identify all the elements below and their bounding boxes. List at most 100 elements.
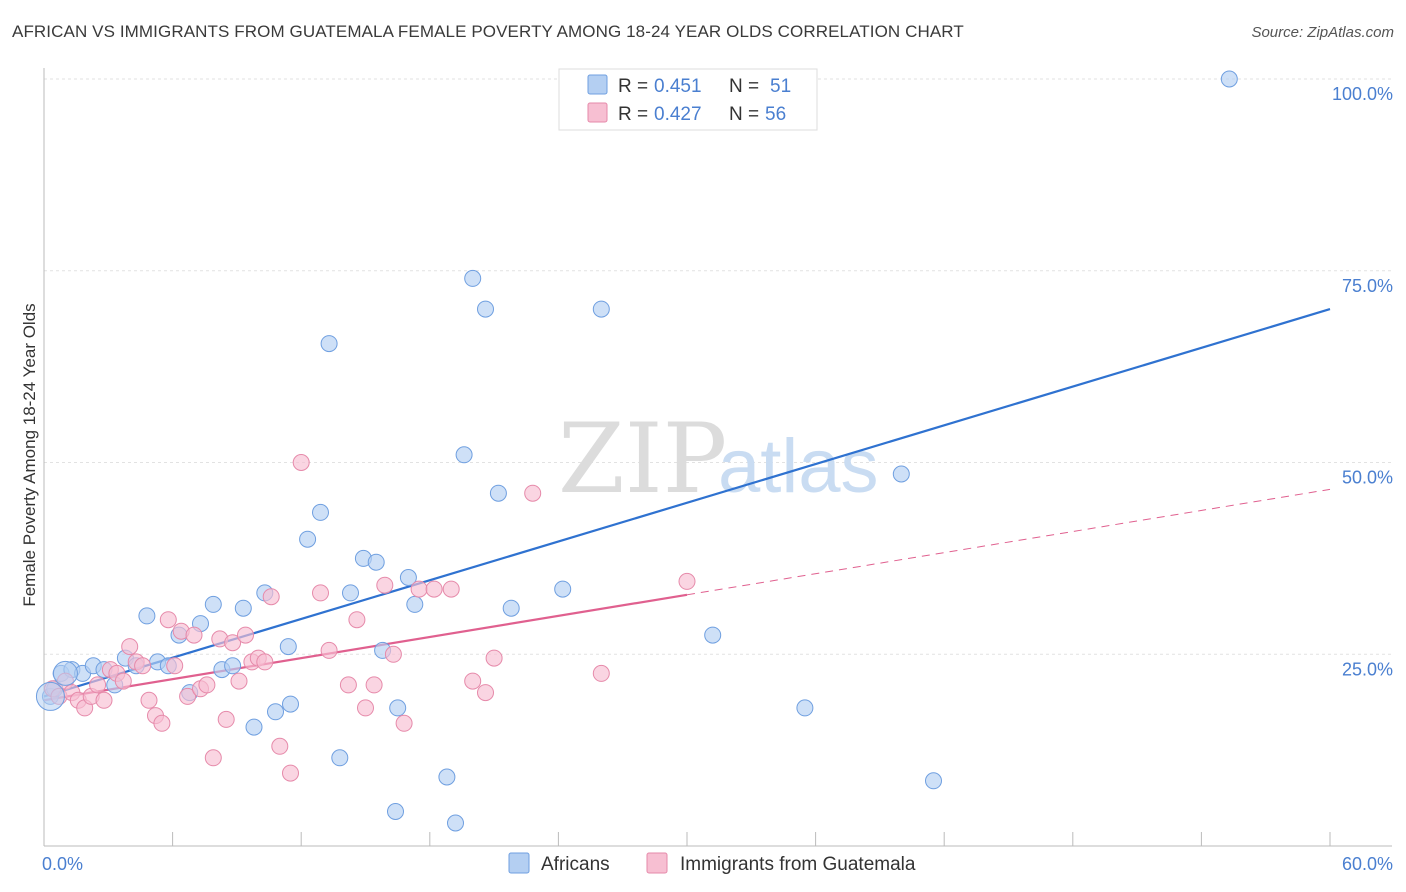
guatemala-point-40 (339, 676, 357, 694)
africans-point-47 (892, 465, 910, 483)
africans-point-large-2 (52, 660, 78, 686)
grid-lines (44, 78, 1392, 655)
guatemala-point-29 (230, 672, 248, 690)
africans-point-23 (282, 695, 299, 713)
africans-point-30 (367, 553, 385, 571)
africans-point-17 (224, 657, 242, 675)
legend-r-value-2: 0.427 (654, 104, 702, 125)
y-tick-label-3: 100.0% (1332, 84, 1393, 104)
data-points (35, 70, 1238, 832)
legend-swatch-pink (587, 102, 608, 123)
africans-point-41 (489, 484, 507, 502)
guatemala-point-55 (678, 572, 696, 590)
africans-point-large (35, 681, 65, 711)
africans-point-48 (925, 772, 942, 790)
guatemala-point-8 (95, 691, 113, 709)
axes (43, 68, 1392, 847)
guatemala-point-47 (410, 580, 428, 598)
watermark-zip: ZIP (558, 403, 727, 515)
guatemala-point-51 (477, 684, 494, 702)
africans-point-22 (279, 638, 297, 656)
guatemala-trend-line (43, 593, 688, 702)
guatemala-point-12 (121, 638, 139, 656)
guatemala-point-52 (485, 649, 503, 667)
legend-n-label-2: N = (729, 104, 759, 125)
africans-point-9 (138, 607, 156, 625)
legend-n-value-2: 56 (765, 104, 786, 125)
africans-point-38 (455, 446, 473, 464)
guatemala-point-27 (217, 710, 235, 728)
guatemala-point-43 (365, 676, 383, 694)
bottom-legend: Africans Immigrants from Guatemala (508, 852, 916, 875)
guatemala-trend-extension (686, 488, 1331, 596)
x-tick-label-0: 0.0% (42, 854, 83, 874)
bottom-legend-swatch-guatemala (646, 852, 668, 874)
guatemala-point-46 (395, 714, 413, 732)
legend-swatch-blue (587, 74, 608, 95)
guatemala-point-48 (425, 580, 443, 598)
source-label: Source: ZipAtlas.com (1251, 24, 1394, 41)
guatemala-point-25 (204, 749, 222, 767)
guatemala-point-30 (237, 626, 254, 644)
africans-point-39 (464, 269, 482, 287)
africans-point-27 (331, 749, 349, 767)
africans-point-28 (342, 584, 359, 602)
legend-r-value-1: 0.451 (654, 76, 702, 97)
guatemala-point-35 (271, 737, 289, 755)
legend-r-label-1: R = (618, 76, 648, 97)
guatemala-point-33 (256, 653, 274, 671)
watermark: ZIP atlas (558, 403, 879, 515)
guatemala-point-39 (320, 641, 338, 659)
legend-n-value-1: 51 (770, 76, 791, 97)
africans-point-32 (387, 803, 404, 820)
guatemala-point-11 (114, 672, 132, 690)
africans-trend-line (43, 308, 1331, 698)
guatemala-point-36 (282, 764, 299, 782)
guatemala-point-15 (140, 691, 158, 709)
guatemala-point-41 (348, 611, 366, 629)
guatemala-point-49 (442, 580, 460, 598)
guatemala-point-37 (292, 454, 310, 471)
africans-point-37 (447, 814, 464, 832)
africans-point-46 (796, 699, 814, 717)
legend-r-label-2: R = (618, 104, 648, 125)
guatemala-point-34 (262, 588, 280, 606)
y-tick-label-1: 50.0% (1342, 468, 1393, 488)
africans-point-44 (592, 300, 610, 318)
guatemala-point-53 (524, 484, 542, 502)
guatemala-point-54 (592, 664, 610, 682)
africans-point-25 (312, 503, 329, 521)
africans-point-33 (389, 699, 407, 717)
bottom-legend-guatemala: Immigrants from Guatemala (680, 854, 916, 875)
x-tick-label-1: 60.0% (1342, 854, 1393, 874)
africans-point-43 (554, 580, 572, 598)
africans-point-40 (477, 300, 494, 318)
africans-point-42 (502, 599, 520, 617)
bottom-legend-swatch-africans (508, 852, 530, 874)
y-tick-label-2: 75.0% (1342, 276, 1393, 296)
guatemala-point-7 (89, 676, 107, 694)
guatemala-point-19 (166, 657, 184, 675)
guatemala-point-24 (198, 676, 216, 694)
guatemala-point-21 (179, 687, 197, 705)
africans-point-49 (1220, 70, 1238, 88)
africans-point-21 (267, 703, 284, 721)
watermark-atlas: atlas (718, 424, 879, 509)
trend-lines (43, 308, 1331, 702)
chart-title: AFRICAN VS IMMIGRANTS FROM GUATEMALA FEM… (12, 22, 964, 41)
guatemala-point-18 (159, 611, 177, 629)
guatemala-point-14 (134, 657, 152, 675)
bottom-legend-africans: Africans (541, 854, 610, 875)
legend: R = 0.451 N = 51 R = 0.427 N = 56 (558, 68, 818, 131)
guatemala-point-44 (376, 576, 394, 594)
africans-point-34 (399, 569, 417, 586)
legend-n-label-1: N = (729, 76, 759, 97)
y-tick-label-0: 25.0% (1342, 659, 1393, 679)
guatemala-point-22 (185, 626, 203, 644)
guatemala-point-45 (384, 645, 402, 663)
africans-point-45 (704, 626, 722, 644)
tick-labels: 25.0% 50.0% 75.0% 100.0% 0.0% 60.0% (42, 84, 1393, 874)
guatemala-point-42 (357, 699, 374, 717)
guatemala-point-17 (153, 714, 171, 732)
